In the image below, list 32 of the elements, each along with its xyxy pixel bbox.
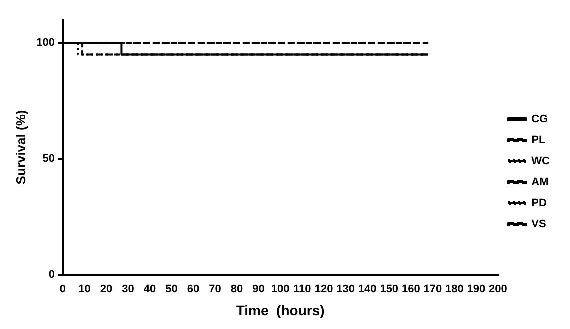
- x-tick-label: 20: [100, 284, 113, 296]
- x-tick-label: 120: [314, 284, 334, 296]
- x-tick-label: 0: [60, 284, 66, 296]
- y-tick-label: 100: [36, 37, 55, 50]
- x-tick-label: 160: [402, 284, 420, 296]
- legend-label: VS: [532, 218, 546, 231]
- x-tick-label: 30: [122, 284, 134, 296]
- y-axis-title: Survival (%): [13, 110, 28, 185]
- legend-label: CG: [532, 114, 548, 126]
- x-tick-label: 40: [144, 284, 156, 296]
- y-tick-label: 0: [48, 269, 55, 282]
- y-tick-label: 50: [42, 153, 55, 166]
- legend-label: PL: [532, 134, 546, 147]
- x-tick-label: 180: [445, 284, 464, 296]
- x-tick-label: 90: [252, 284, 265, 296]
- x-tick-label: 80: [230, 284, 244, 296]
- x-tick-label: 10: [78, 284, 91, 296]
- x-tick-label: 70: [209, 284, 222, 296]
- x-tick-label: 190: [467, 284, 486, 296]
- x-axis-title: Time (hours): [236, 302, 325, 318]
- x-tick-label: 100: [271, 284, 290, 296]
- legend-label: AM: [532, 176, 549, 189]
- x-tick-label: 140: [358, 284, 377, 296]
- x-tick-label: 150: [380, 284, 399, 296]
- legend-label: PD: [532, 198, 548, 210]
- x-tick-label: 170: [424, 284, 442, 296]
- x-tick-label: 50: [166, 284, 178, 296]
- x-tick-label: 110: [293, 284, 312, 296]
- x-tick-label: 130: [336, 284, 356, 296]
- x-tick-label: 60: [187, 284, 200, 296]
- x-tick-label: 200: [488, 284, 508, 296]
- legend-label: WC: [532, 156, 550, 168]
